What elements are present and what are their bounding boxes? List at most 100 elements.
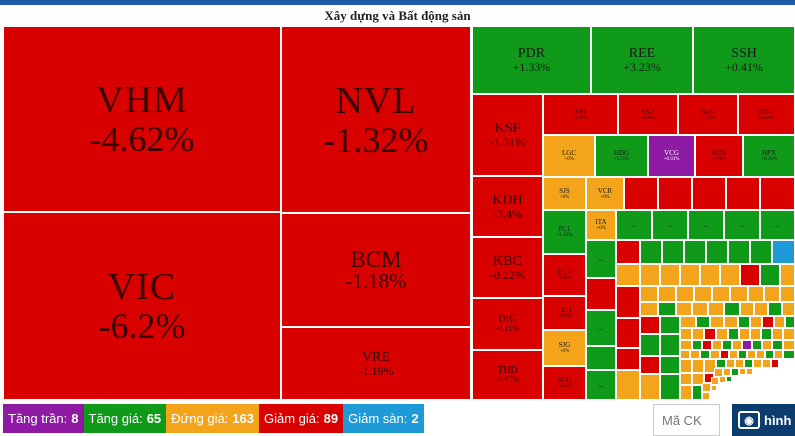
tile-tiny[interactable]: [690, 350, 700, 359]
tile-tiny[interactable]: [762, 359, 771, 368]
tile-tiny[interactable]: [780, 264, 795, 286]
tile-tiny[interactable]: [710, 316, 724, 328]
tile-hut[interactable]: HUT -2.66%: [543, 254, 586, 296]
tile-tiny[interactable]: [692, 373, 704, 385]
tile-bcm[interactable]: BCM -1.18%: [281, 213, 471, 327]
legend-ceiling[interactable]: Tăng trần: 8: [3, 404, 84, 433]
tile-tiny[interactable]: [680, 373, 692, 385]
tile-tiny[interactable]: [660, 334, 680, 356]
tile-tiny[interactable]: [616, 264, 640, 286]
legend-floor[interactable]: Giảm sàn: 2: [343, 404, 424, 433]
legend-ref[interactable]: Đứng giá: 163: [166, 404, 259, 433]
tile-tiny[interactable]: [728, 240, 750, 264]
tile-tiny[interactable]: [680, 359, 692, 373]
tile-tiny[interactable]: ...: [616, 210, 652, 240]
tile-tiny[interactable]: [762, 316, 774, 328]
tile-tiny[interactable]: [658, 286, 676, 302]
tile-tiny[interactable]: [706, 240, 728, 264]
tile-tiny[interactable]: [729, 350, 738, 359]
tile-tiny[interactable]: [719, 376, 726, 383]
tile-tiny[interactable]: [640, 374, 660, 400]
tile-tiny[interactable]: [785, 316, 795, 328]
tile-tiny[interactable]: [680, 316, 696, 328]
tile-tiny[interactable]: [744, 359, 753, 368]
tile-tiny[interactable]: [702, 340, 712, 350]
tile-tiny[interactable]: [774, 350, 783, 359]
tile-kdh[interactable]: KDH -3.4%: [472, 176, 543, 237]
tile-tiny[interactable]: [711, 385, 717, 391]
tile-tiny[interactable]: [726, 359, 735, 368]
tile-tiny[interactable]: [760, 264, 780, 286]
tile-tch[interactable]: TCH -0.62%: [543, 296, 586, 330]
tile-tiny[interactable]: [740, 302, 754, 316]
tile-tiny[interactable]: [764, 286, 780, 302]
tile-vic[interactable]: VIC -6.2%: [3, 212, 281, 400]
tile-tiny[interactable]: [748, 286, 764, 302]
tile-tiny[interactable]: [723, 368, 731, 376]
tile-tiny[interactable]: [754, 302, 768, 316]
tile-tiny[interactable]: [702, 383, 711, 392]
legend-down[interactable]: Giảm giá: 89: [259, 404, 344, 433]
tile-tiny[interactable]: [783, 340, 795, 350]
tile-tiny[interactable]: [756, 350, 765, 359]
tile-pc1[interactable]: PC1 +1.42%: [543, 210, 586, 254]
tile-tiny[interactable]: [680, 264, 700, 286]
tile-tiny[interactable]: [761, 328, 772, 340]
tile-tiny[interactable]: ...: [724, 210, 760, 240]
tile-tiny[interactable]: [732, 340, 742, 350]
tile-tiny[interactable]: [640, 286, 658, 302]
tile-tiny[interactable]: [782, 302, 795, 316]
tile-tiny[interactable]: [680, 340, 692, 350]
tile-tiny[interactable]: [772, 340, 783, 350]
tile-tiny[interactable]: [750, 328, 761, 340]
tile-tiny[interactable]: [704, 359, 716, 373]
tile-tiny[interactable]: [692, 328, 704, 340]
tile-tiny[interactable]: [680, 328, 692, 340]
tile-tiny[interactable]: [753, 359, 762, 368]
tile-tiny[interactable]: [724, 316, 738, 328]
tile-tiny[interactable]: [768, 302, 782, 316]
tile-ita[interactable]: ITA +0%: [586, 210, 616, 240]
tile-tiny[interactable]: [694, 286, 712, 302]
tile-tiny[interactable]: [640, 240, 662, 264]
tile-tiny[interactable]: [742, 340, 752, 350]
tile-sjs[interactable]: SJS +0%: [543, 177, 586, 210]
tile-tiny[interactable]: [660, 374, 680, 400]
tile-tiny[interactable]: ...: [652, 210, 688, 240]
tile-hdg[interactable]: HDG +1.55%: [595, 135, 648, 177]
tile-tiny[interactable]: [696, 316, 710, 328]
tile-ksf[interactable]: KSF -1.31%: [472, 94, 543, 176]
tile-tiny[interactable]: [640, 264, 660, 286]
tile-tiny[interactable]: [772, 328, 783, 340]
tile-ssh[interactable]: SSH +0.41%: [693, 26, 795, 94]
tile-thd[interactable]: THD -0.97%: [472, 350, 543, 400]
tile-tiny[interactable]: [702, 392, 710, 400]
tile-tiny[interactable]: [738, 316, 750, 328]
tile-tiny[interactable]: [680, 350, 690, 359]
tile-tiny[interactable]: ...: [586, 240, 616, 278]
tile-tiny[interactable]: [747, 350, 756, 359]
tile-tiny[interactable]: [712, 286, 730, 302]
legend-up[interactable]: Tăng giá: 65: [83, 404, 167, 433]
tile-tiny[interactable]: [739, 368, 746, 375]
tile-snz[interactable]: SNZ -0.56%: [618, 94, 678, 135]
tile-tiny[interactable]: [771, 359, 779, 368]
tile-tiny[interactable]: [716, 359, 726, 368]
tile-tiny[interactable]: [708, 302, 724, 316]
tile-tiny[interactable]: [783, 350, 795, 359]
symbol-search-input[interactable]: [653, 404, 720, 436]
tile-tiny[interactable]: [750, 240, 772, 264]
tile-tiny[interactable]: [750, 316, 762, 328]
screenshot-button[interactable]: ◉ hình: [732, 404, 795, 436]
tile-tiny[interactable]: [772, 240, 795, 264]
tile-scg[interactable]: SCG -0.53%: [543, 366, 586, 400]
tile-tiny[interactable]: [730, 286, 748, 302]
tile-tiny[interactable]: [739, 328, 750, 340]
tile-tiny[interactable]: [738, 350, 747, 359]
tile-tiny[interactable]: ...: [586, 310, 616, 346]
tile-tiny[interactable]: [762, 340, 772, 350]
tile-tiny[interactable]: [711, 377, 719, 385]
tile-tiny[interactable]: [720, 350, 729, 359]
tile-nvl[interactable]: NVL -1.32%: [281, 26, 471, 213]
tile-tiny[interactable]: [774, 316, 785, 328]
